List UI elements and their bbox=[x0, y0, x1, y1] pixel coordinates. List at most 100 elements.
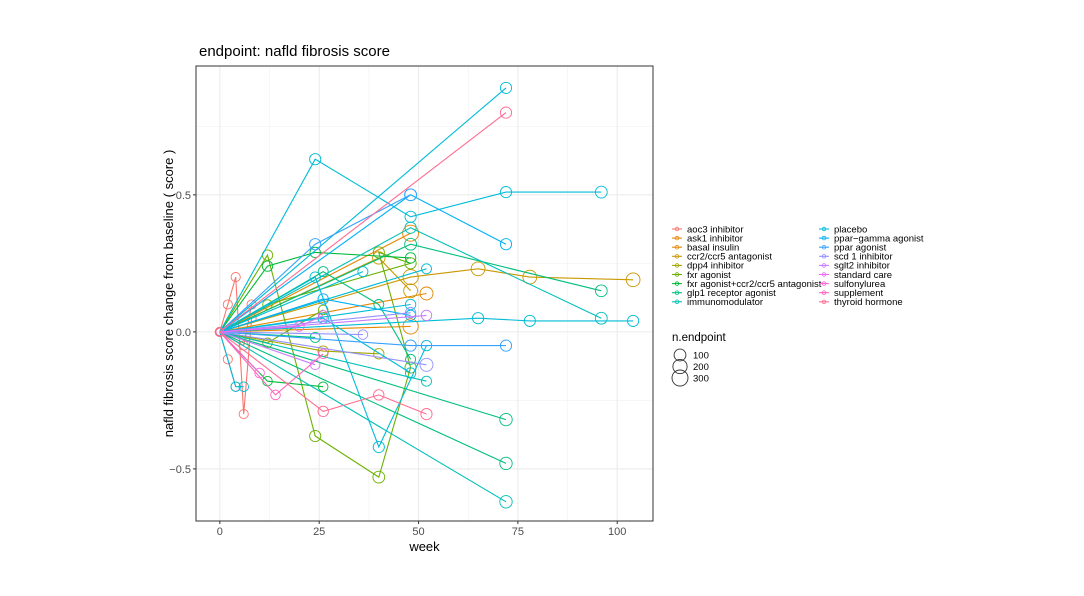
data-point bbox=[230, 272, 241, 283]
legend-key-point bbox=[674, 272, 680, 277]
legend-item: fxr agonist+ccr2/ccr5 antagonist bbox=[672, 279, 822, 290]
data-point bbox=[402, 224, 420, 242]
series-line bbox=[219, 87, 507, 333]
series-group bbox=[214, 81, 641, 509]
legend-key-point bbox=[821, 281, 827, 286]
legend-key-point bbox=[674, 235, 680, 241]
series-line bbox=[219, 194, 411, 333]
series-immunomodulator bbox=[215, 221, 608, 509]
data-point bbox=[309, 429, 322, 443]
legend-label: thyroid hormone bbox=[834, 297, 903, 308]
series-thyroid-hormone bbox=[215, 106, 513, 421]
data-point bbox=[317, 266, 329, 278]
legend-item: sglt2 inhibitor bbox=[819, 261, 890, 272]
data-point bbox=[317, 348, 329, 360]
series-line bbox=[219, 314, 324, 333]
x-tick-label: 0 bbox=[217, 526, 223, 538]
data-point bbox=[261, 260, 274, 272]
series-line bbox=[219, 112, 507, 333]
data-point bbox=[404, 298, 417, 311]
series-line bbox=[219, 331, 507, 464]
legend-label: immunomodulator bbox=[687, 297, 763, 308]
chart-title: endpoint: nafld fibrosis score bbox=[199, 43, 390, 60]
legend-label: placebo bbox=[834, 224, 867, 235]
data-point bbox=[222, 299, 233, 310]
data-point bbox=[419, 357, 434, 372]
legend-label: fxr agonist+ccr2/ccr5 antagonist bbox=[687, 279, 822, 290]
data-point bbox=[317, 293, 329, 305]
data-point bbox=[594, 284, 608, 298]
data-point bbox=[405, 353, 417, 365]
data-point bbox=[294, 321, 305, 332]
data-point bbox=[262, 337, 273, 349]
data-point bbox=[627, 314, 640, 327]
legend-label: dpp4 inhibitor bbox=[687, 261, 744, 272]
x-tick-label: 75 bbox=[512, 526, 524, 538]
size-legend-title: n.endpoint bbox=[672, 332, 727, 344]
x-tick-label: 50 bbox=[412, 526, 424, 538]
legend-item: basal insulin bbox=[672, 243, 739, 254]
data-point bbox=[470, 261, 486, 277]
series-line bbox=[219, 251, 411, 333]
data-point bbox=[523, 314, 536, 327]
data-point bbox=[499, 186, 513, 199]
series-standard-care bbox=[215, 310, 329, 337]
legend-item: ccr2/ccr5 antagonist bbox=[672, 252, 772, 263]
legend-item: glp1 receptor agonist bbox=[672, 288, 776, 299]
legend-item: immunomodulator bbox=[672, 297, 763, 308]
legend-key-point bbox=[674, 263, 680, 268]
series-line bbox=[219, 227, 602, 333]
y-tick-label: 0.5 bbox=[176, 190, 191, 202]
series-line bbox=[219, 331, 427, 415]
size-legend-circle bbox=[672, 358, 688, 375]
legend-key-point bbox=[821, 272, 827, 277]
data-point bbox=[317, 310, 329, 321]
legend-item: dpp4 inhibitor bbox=[672, 261, 744, 272]
data-point bbox=[499, 106, 513, 119]
x-tick-label: 25 bbox=[313, 526, 325, 538]
legend-label: aoc3 inhibitor bbox=[687, 224, 744, 235]
data-point bbox=[230, 381, 241, 392]
data-point bbox=[270, 389, 281, 401]
x-axis-title: week bbox=[408, 539, 440, 554]
legend-label: standard care bbox=[834, 270, 892, 281]
data-point bbox=[372, 470, 386, 484]
data-point bbox=[499, 238, 513, 251]
data-point bbox=[420, 309, 433, 322]
data-point bbox=[472, 312, 485, 325]
legend-label: ask1 inhibitor bbox=[687, 233, 743, 244]
series-line bbox=[219, 298, 411, 333]
data-point bbox=[317, 405, 329, 418]
legend-item: supplement bbox=[819, 288, 883, 299]
series-glp1-receptor-agonist bbox=[215, 237, 608, 471]
series-line bbox=[219, 325, 411, 333]
legend-label: ppar agonist bbox=[834, 243, 887, 254]
series-line bbox=[219, 276, 427, 449]
legend-label: supplement bbox=[834, 288, 883, 299]
series-line bbox=[219, 331, 244, 388]
data-point bbox=[373, 348, 385, 360]
legend-key-point bbox=[674, 290, 680, 295]
series-line bbox=[219, 243, 602, 333]
series-line bbox=[219, 331, 363, 336]
data-point bbox=[499, 81, 513, 94]
data-point bbox=[421, 263, 432, 275]
series-line bbox=[219, 331, 427, 382]
data-point bbox=[372, 246, 385, 259]
data-point bbox=[404, 210, 417, 223]
axes: 0 25 50 75 100 −0.5 0.0 0.5 bbox=[169, 190, 626, 538]
legend-item: standard care bbox=[819, 270, 892, 281]
legend-item: sulfonylurea bbox=[819, 279, 886, 290]
data-point bbox=[309, 331, 321, 343]
legend-key-point bbox=[674, 254, 680, 259]
legend-item: fxr agonist bbox=[672, 270, 731, 281]
legend-key-point bbox=[674, 226, 680, 232]
legend-key-point bbox=[821, 226, 827, 232]
data-point bbox=[404, 252, 417, 264]
legend-item: thyroid hormone bbox=[819, 297, 903, 308]
data-point bbox=[594, 185, 608, 199]
data-point bbox=[499, 495, 513, 509]
legend-label: fxr agonist bbox=[687, 270, 731, 281]
